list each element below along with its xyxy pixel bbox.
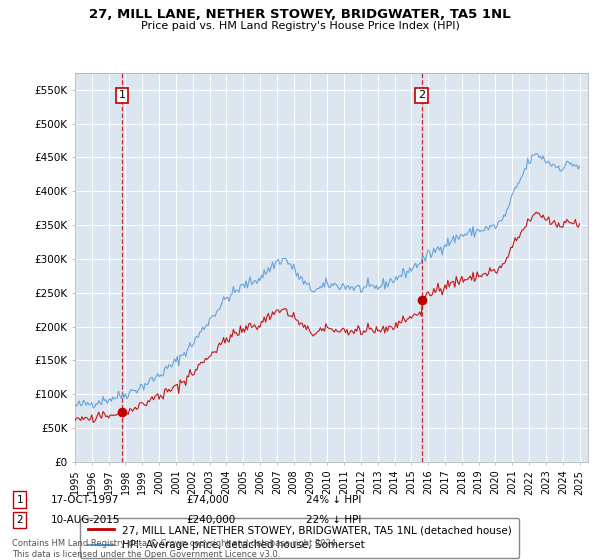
Text: 17-OCT-1997: 17-OCT-1997 — [51, 494, 119, 505]
Text: 24% ↓ HPI: 24% ↓ HPI — [306, 494, 361, 505]
Text: Price paid vs. HM Land Registry's House Price Index (HPI): Price paid vs. HM Land Registry's House … — [140, 21, 460, 31]
Legend: 27, MILL LANE, NETHER STOWEY, BRIDGWATER, TA5 1NL (detached house), HPI: Average: 27, MILL LANE, NETHER STOWEY, BRIDGWATER… — [80, 518, 519, 558]
Text: 2: 2 — [16, 515, 23, 525]
Text: 10-AUG-2015: 10-AUG-2015 — [51, 515, 121, 525]
Text: £74,000: £74,000 — [186, 494, 229, 505]
Text: Contains HM Land Registry data © Crown copyright and database right 2024.
This d: Contains HM Land Registry data © Crown c… — [12, 539, 338, 559]
Text: 2: 2 — [418, 90, 425, 100]
Text: 27, MILL LANE, NETHER STOWEY, BRIDGWATER, TA5 1NL: 27, MILL LANE, NETHER STOWEY, BRIDGWATER… — [89, 8, 511, 21]
Text: 1: 1 — [118, 90, 125, 100]
Text: £240,000: £240,000 — [186, 515, 235, 525]
Text: 22% ↓ HPI: 22% ↓ HPI — [306, 515, 361, 525]
Text: 1: 1 — [16, 494, 23, 505]
